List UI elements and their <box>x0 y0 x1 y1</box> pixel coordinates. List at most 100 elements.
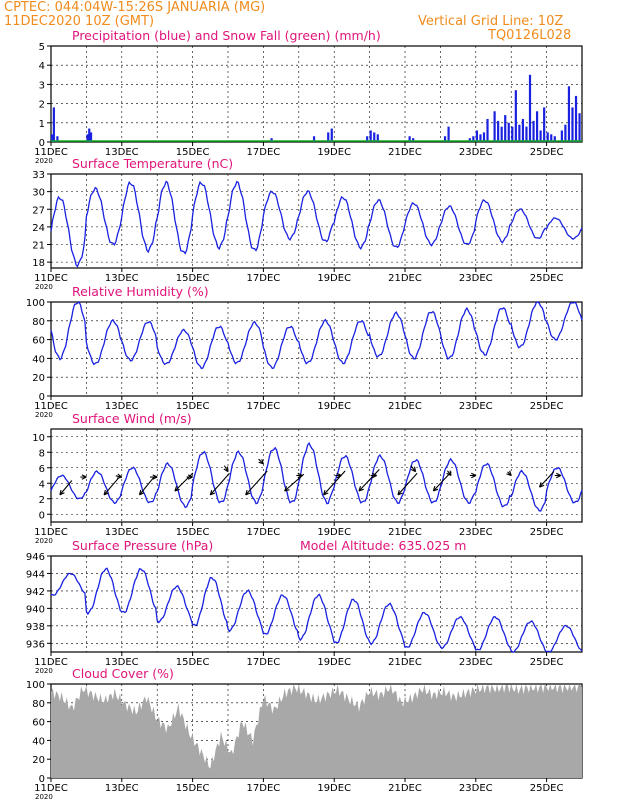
y-tick-label: 20 <box>32 373 45 384</box>
precip-bar <box>52 107 55 142</box>
precip-bar <box>500 126 503 142</box>
y-tick-label: 6 <box>39 464 45 475</box>
precip-bar <box>532 120 535 142</box>
x-tick-label: 21DEC <box>388 527 422 538</box>
panel-subtitle: Model Altitude: 635.025 m <box>300 538 466 553</box>
precip-bar <box>330 128 333 142</box>
y-tick-label: 27 <box>32 205 45 216</box>
panel-2: 0 20 40 60 80 100 11DEC 13DEC 15DEC 17DEC 19DEC 21D… <box>26 284 583 419</box>
precip-bar <box>497 120 500 142</box>
wind-arrow <box>284 473 305 492</box>
y-tick-label: 60 <box>32 336 45 347</box>
y-tick-label: 100 <box>26 298 45 309</box>
wind-arrow-head <box>297 472 303 479</box>
precip-bar <box>486 118 489 142</box>
y-tick-label: 0 <box>39 138 45 149</box>
wind-arrow-head <box>187 474 193 480</box>
precip-bar <box>504 115 507 142</box>
precip-bar <box>468 138 471 142</box>
x-tick-label: 13DEC <box>105 657 139 668</box>
x-tick-label: 13DEC <box>105 783 139 794</box>
x-tick-label: 11DEC <box>34 657 68 668</box>
wind-arrow-head <box>397 489 403 496</box>
x-tick-label: 23DEC <box>459 147 493 158</box>
wind-arrow <box>410 465 417 472</box>
x-tick-label: 19DEC <box>317 401 351 412</box>
wind-arrow-head <box>410 466 417 473</box>
wind-arrow-head <box>538 482 545 488</box>
x-tick-label: 23DEC <box>459 783 493 794</box>
panel-title: Surface Wind (m/s) <box>72 411 192 426</box>
x-tick-label: 15DEC <box>176 783 210 794</box>
panel-title: Cloud Cover (%) <box>72 666 174 681</box>
y-tick-label: 1 <box>39 119 45 130</box>
precip-bar <box>475 130 478 142</box>
y-tick-label: 80 <box>32 699 45 710</box>
precip-bar <box>327 132 330 142</box>
precip-bar <box>567 86 571 142</box>
y-tick-label: 4 <box>39 61 45 72</box>
wind-arrow-head <box>138 489 145 496</box>
y-tick-label: 946 <box>26 552 45 563</box>
y-tick-label: 0 <box>39 392 45 403</box>
x-tick-label: 11DEC <box>34 527 68 538</box>
header-run-date: 11DEC2020 10Z (GMT) <box>4 14 155 29</box>
precip-bar <box>369 130 372 142</box>
precip-bar <box>408 136 411 142</box>
x-tick-label: 19DEC <box>317 783 351 794</box>
wind-arrow-head <box>446 470 452 476</box>
y-tick-label: 2 <box>39 495 45 506</box>
x-tick-label: 23DEC <box>459 657 493 668</box>
header-model-code: TQ0126L028 <box>488 28 572 43</box>
panel-1: 18 21 24 27 30 33 11DEC 13DEC 15DEC 17DEC 19DEC 21D… <box>32 156 583 291</box>
x-tick-label: 17DEC <box>247 273 281 284</box>
x-tick-label: 17DEC <box>247 147 281 158</box>
precip-bar <box>571 107 574 142</box>
cloud-cover-area <box>51 684 582 778</box>
wind-arrow-head <box>258 459 264 465</box>
wind-arrow-head <box>556 472 562 479</box>
precip-bar <box>479 134 482 142</box>
x-tick-label: 19DEC <box>317 527 351 538</box>
y-tick-label: 80 <box>32 317 45 328</box>
x-year-label: 2020 <box>35 411 53 419</box>
x-tick-label: 15DEC <box>176 657 210 668</box>
y-tick-label: 100 <box>26 680 45 691</box>
x-tick-label: 17DEC <box>247 657 281 668</box>
x-tick-label: 11DEC <box>34 273 68 284</box>
precip-bar <box>86 134 89 142</box>
y-tick-label: 4 <box>39 479 45 490</box>
x-tick-label: 13DEC <box>105 147 139 158</box>
precip-bar <box>376 134 379 142</box>
precip-bar <box>482 132 486 142</box>
y-tick-label: 40 <box>32 736 45 747</box>
panel-4: 936 938 940 942 944 946 11DEC 13DEC 15DEC 17DEC 19… <box>26 538 583 675</box>
precip-bar <box>543 107 546 142</box>
x-tick-label: 11DEC <box>34 147 68 158</box>
y-tick-label: 938 <box>26 622 45 633</box>
x-year-label: 2020 <box>35 157 53 165</box>
precip-bar <box>373 132 376 142</box>
x-tick-label: 21DEC <box>388 401 422 412</box>
precip-bar <box>521 118 525 142</box>
x-tick-label: 23DEC <box>459 527 493 538</box>
wind-arrow <box>245 470 268 496</box>
wind-arrow-head <box>323 489 329 496</box>
y-tick-label: 24 <box>32 223 45 234</box>
wind-arrow-head <box>223 466 229 473</box>
wind-arrow-head <box>245 489 251 496</box>
x-tick-label: 23DEC <box>459 273 493 284</box>
precip-bar <box>270 138 273 142</box>
x-year-label: 2020 <box>35 537 53 545</box>
wind-arrow-head <box>506 470 512 477</box>
x-tick-label: 19DEC <box>317 657 351 668</box>
wind-arrow-head <box>81 474 87 480</box>
precip-bar <box>564 124 567 142</box>
x-tick-label: 11DEC <box>34 783 68 794</box>
panel-title: Precipitation (blue) and Snow Fall (gree… <box>72 28 381 43</box>
y-tick-label: 3 <box>39 80 45 91</box>
precip-bar <box>88 128 91 142</box>
wind-arrow-head <box>174 486 180 492</box>
precip-bar <box>525 126 528 142</box>
wind-arrow-head <box>471 472 477 479</box>
